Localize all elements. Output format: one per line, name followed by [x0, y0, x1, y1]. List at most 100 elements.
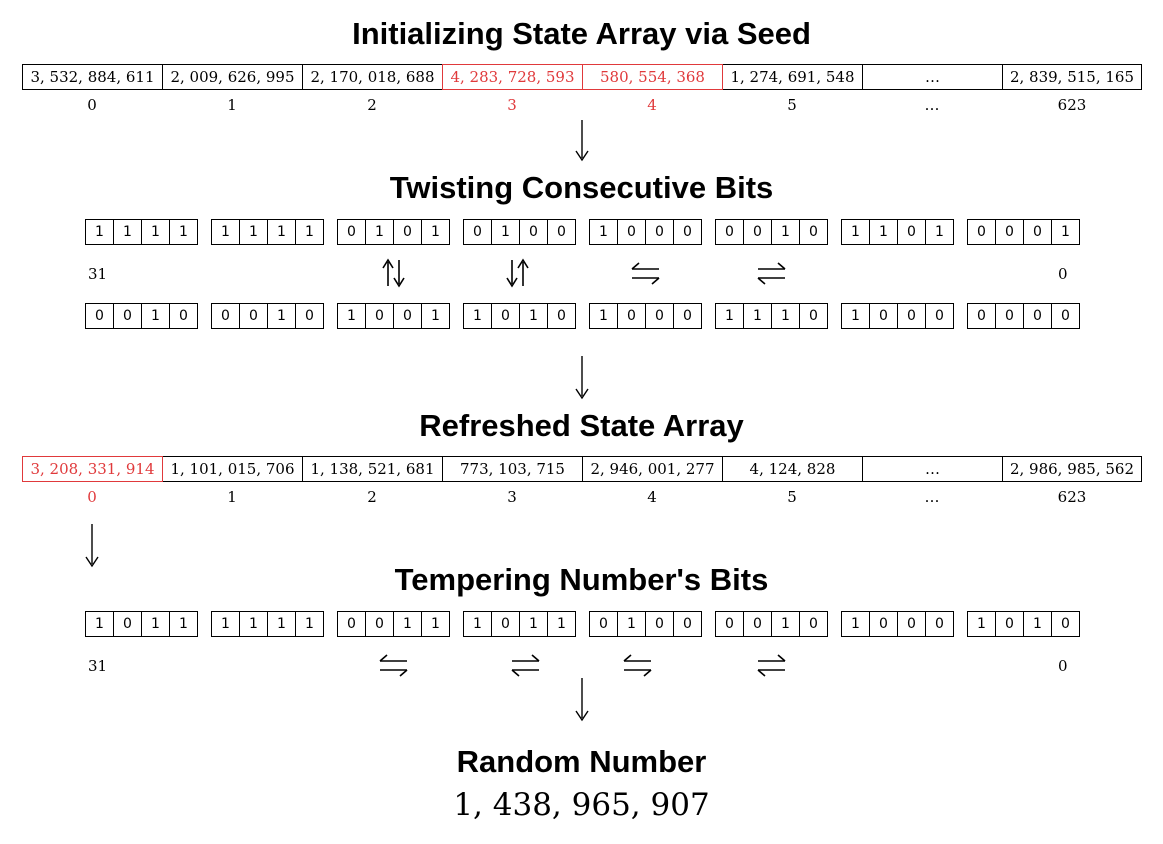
bit: 1	[212, 612, 240, 636]
initial-state-index: 1	[227, 96, 237, 114]
bit: 1	[464, 612, 492, 636]
twist-msb-label: 31	[88, 265, 108, 283]
bit: 0	[683, 616, 692, 632]
refreshed-state-index-highlighted: 0	[87, 488, 97, 506]
bit: 0	[744, 612, 772, 636]
down-arrow-icon	[85, 524, 99, 568]
refreshed-state-index: 5	[787, 488, 797, 506]
bit: 1	[464, 304, 492, 328]
refreshed-state-index: 4	[647, 488, 657, 506]
bit: 0	[809, 616, 818, 632]
bit: 1	[142, 304, 170, 328]
init-state-title: Initializing State Array via Seed	[352, 16, 811, 51]
bit: 1	[268, 220, 296, 244]
initial-state-cell: 2, 170, 018, 688	[302, 64, 443, 90]
bit: 0	[646, 612, 674, 636]
refreshed-state-title: Refreshed State Array	[419, 408, 744, 443]
bit: 0	[464, 220, 492, 244]
bit: 1	[142, 612, 170, 636]
refreshed-state-cell: 4, 124, 828	[722, 456, 863, 482]
bit: 1	[268, 612, 296, 636]
bit: 0	[557, 224, 566, 240]
bit: 0	[716, 220, 744, 244]
refreshed-state-index: 1	[227, 488, 237, 506]
bit: 0	[557, 308, 566, 324]
down-up-arrows-icon	[506, 258, 529, 288]
bit: 1	[268, 304, 296, 328]
refreshed-state-index: 3	[507, 488, 517, 506]
bit: 0	[590, 612, 618, 636]
initial-state-index-highlighted: 4	[647, 96, 657, 114]
refreshed-state-index-ellipsis: …	[924, 488, 940, 506]
left-right-harpoons-icon	[379, 654, 408, 677]
bit: 0	[996, 612, 1024, 636]
bit: 1	[842, 612, 870, 636]
bit: 1	[114, 220, 142, 244]
initial-state-index: 2	[367, 96, 377, 114]
bit: 0	[338, 612, 366, 636]
bit: 0	[338, 220, 366, 244]
bit: 0	[968, 304, 996, 328]
bit: 0	[898, 220, 926, 244]
bit: 1	[842, 304, 870, 328]
bit: 1	[492, 220, 520, 244]
bit: 1	[618, 612, 646, 636]
bit: 0	[366, 304, 394, 328]
random-number-value: 1, 438, 965, 907	[453, 787, 710, 823]
bit: 1	[240, 612, 268, 636]
refreshed-state-cell: 1, 138, 521, 681	[302, 456, 443, 482]
initial-state-index: 5	[787, 96, 797, 114]
bit: 0	[809, 308, 818, 324]
bit: 0	[898, 304, 926, 328]
bit: 1	[142, 220, 170, 244]
bit: 0	[968, 220, 996, 244]
bit: 1	[394, 612, 422, 636]
bit: 0	[1061, 308, 1070, 324]
bit: 1	[870, 220, 898, 244]
bit: 1	[431, 224, 440, 240]
bit: 0	[1061, 616, 1070, 632]
bit: 1	[557, 616, 566, 632]
bit: 1	[431, 308, 440, 324]
bit: 1	[179, 616, 188, 632]
bit: 0	[618, 220, 646, 244]
bit: 0	[212, 304, 240, 328]
down-arrow-icon	[575, 356, 589, 400]
refreshed-state-cell: 2, 986, 985, 562	[1002, 456, 1142, 482]
bit: 1	[842, 220, 870, 244]
down-arrow-icon	[575, 120, 589, 162]
bit: 0	[520, 220, 548, 244]
bit: 0	[305, 308, 314, 324]
bit: 1	[590, 304, 618, 328]
bit: 0	[716, 612, 744, 636]
bit: 1	[935, 224, 944, 240]
refreshed-state-cell: 2, 946, 001, 277	[582, 456, 723, 482]
bit: 1	[431, 616, 440, 632]
bit: 0	[744, 220, 772, 244]
down-arrow-icon	[575, 678, 589, 722]
initial-state-cell-highlighted: 580, 554, 368	[582, 64, 723, 90]
bit: 1	[305, 616, 314, 632]
initial-state-cell: 2, 009, 626, 995	[162, 64, 303, 90]
bit: 1	[772, 220, 800, 244]
bit: 1	[520, 304, 548, 328]
refreshed-state-cell-highlighted: 3, 208, 331, 914	[22, 456, 163, 482]
refreshed-state-cell: 773, 103, 715	[442, 456, 583, 482]
temper-title: Tempering Number's Bits	[394, 562, 769, 597]
bit: 1	[590, 220, 618, 244]
bit: 1	[179, 224, 188, 240]
